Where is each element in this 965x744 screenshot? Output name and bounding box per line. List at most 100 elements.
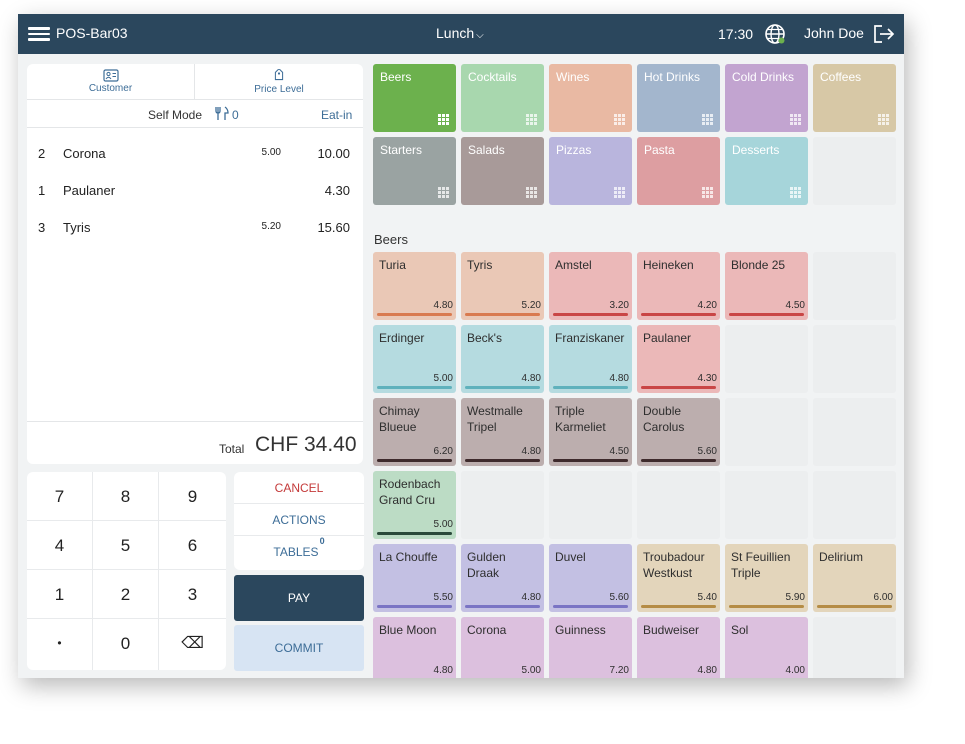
- total-label: Total: [219, 442, 245, 456]
- product-tile[interactable]: Beck's 4.80: [461, 325, 544, 393]
- customer-card-icon: [102, 69, 119, 82]
- category-tile[interactable]: Coffees: [813, 64, 896, 132]
- category-tile[interactable]: Wines: [549, 64, 632, 132]
- product-tile[interactable]: St Feuillien Triple 5.90: [725, 544, 808, 612]
- category-tile[interactable]: Pasta: [637, 137, 720, 205]
- category-tile[interactable]: Starters: [373, 137, 456, 205]
- cancel-button[interactable]: CANCEL: [234, 472, 364, 504]
- order-line[interactable]: 1 Paulaner 4.30: [27, 175, 363, 205]
- product-tile[interactable]: Erdinger 5.00: [373, 325, 456, 393]
- hamburger-menu-icon[interactable]: [28, 24, 50, 44]
- chevron-down-icon: ⌵: [476, 30, 484, 41]
- product-name: Erdinger: [379, 331, 425, 345]
- category-tile[interactable]: Beers: [373, 64, 456, 132]
- customer-button[interactable]: Customer: [27, 64, 195, 100]
- category-label: Coffees: [820, 70, 862, 84]
- backspace-key[interactable]: ⌫: [181, 635, 204, 652]
- product-color-bar: [377, 532, 452, 535]
- product-price: 4.00: [785, 665, 805, 676]
- product-tile[interactable]: Chimay Blueue 6.20: [373, 398, 456, 466]
- category-tile[interactable]: Pizzas: [549, 137, 632, 205]
- product-tile[interactable]: Duvel 5.60: [549, 544, 632, 612]
- category-tile[interactable]: Hot Drinks: [637, 64, 720, 132]
- key-decimal[interactable]: •: [27, 619, 93, 670]
- product-tile[interactable]: Paulaner 4.30: [637, 325, 720, 393]
- product-tile[interactable]: Guinness 7.20: [549, 617, 632, 678]
- product-tile[interactable]: Double Carolus 5.60: [637, 398, 720, 466]
- action-panel: CANCEL ACTIONS TABLES0: [234, 472, 364, 570]
- price-tag-icon: [274, 69, 284, 81]
- user-name[interactable]: John Doe: [804, 25, 864, 41]
- product-color-bar: [641, 386, 716, 389]
- empty-slot: [813, 617, 896, 678]
- category-tile[interactable]: Cocktails: [461, 64, 544, 132]
- key-0[interactable]: 0: [93, 619, 159, 670]
- product-name: Tyris: [467, 258, 493, 272]
- product-tile[interactable]: Turia 4.80: [373, 252, 456, 320]
- pay-button[interactable]: PAY: [234, 575, 364, 621]
- meal-period-label: Lunch: [436, 25, 475, 41]
- product-price: 4.80: [521, 446, 541, 457]
- product-price: 7.20: [609, 665, 629, 676]
- key-6[interactable]: 6: [159, 521, 226, 570]
- product-tile[interactable]: Triple Karmeliet 4.50: [549, 398, 632, 466]
- meal-period-dropdown[interactable]: Lunch ⌵: [436, 25, 484, 41]
- key-1[interactable]: 1: [27, 570, 93, 619]
- category-label: Hot Drinks: [644, 70, 701, 84]
- key-4[interactable]: 4: [27, 521, 93, 570]
- category-label: Beers: [380, 70, 412, 84]
- product-color-bar: [465, 386, 540, 389]
- key-5[interactable]: 5: [93, 521, 159, 570]
- product-tile[interactable]: Corona 5.00: [461, 617, 544, 678]
- product-price: 4.50: [785, 300, 805, 311]
- key-9[interactable]: 9: [159, 472, 226, 521]
- tables-badge: 0: [319, 536, 325, 546]
- product-price: 4.80: [521, 373, 541, 384]
- product-price: 5.60: [697, 446, 717, 457]
- product-name: St Feuillien Triple: [731, 550, 791, 580]
- product-name: Delirium: [819, 550, 864, 564]
- product-tile[interactable]: Budweiser 4.80: [637, 617, 720, 678]
- key-2[interactable]: 2: [93, 570, 159, 619]
- product-tile[interactable]: Westmalle Tripel 4.80: [461, 398, 544, 466]
- product-price: 4.80: [433, 300, 453, 311]
- tables-button[interactable]: TABLES0: [234, 536, 364, 568]
- product-tile[interactable]: Sol 4.00: [725, 617, 808, 678]
- product-tile[interactable]: Blonde 25 4.50: [725, 252, 808, 320]
- product-tile[interactable]: Franziskaner 4.80: [549, 325, 632, 393]
- product-tile[interactable]: Tyris 5.20: [461, 252, 544, 320]
- price-level-button[interactable]: Price Level: [195, 64, 363, 100]
- category-label: Pizzas: [556, 143, 592, 157]
- product-tile[interactable]: Gulden Draak 4.80: [461, 544, 544, 612]
- category-label: Salads: [468, 143, 505, 157]
- order-line[interactable]: 2 Corona 5.00 10.00: [27, 138, 363, 168]
- product-tile[interactable]: Troubadour Westkust 5.40: [637, 544, 720, 612]
- cutlery-icon[interactable]: [214, 106, 230, 121]
- globe-icon[interactable]: [764, 23, 786, 45]
- key-7[interactable]: 7: [27, 472, 93, 521]
- product-tile[interactable]: Heineken 4.20: [637, 252, 720, 320]
- product-tile[interactable]: Blue Moon 4.80: [373, 617, 456, 678]
- product-name: Paulaner: [643, 331, 692, 345]
- commit-button[interactable]: COMMIT: [234, 625, 364, 671]
- category-tile[interactable]: Cold Drinks: [725, 64, 808, 132]
- line-total: 10.00: [317, 146, 350, 161]
- product-color-bar: [729, 605, 804, 608]
- product-color-bar: [553, 386, 628, 389]
- product-color-bar: [377, 386, 452, 389]
- product-tile[interactable]: La Chouffe 5.50: [373, 544, 456, 612]
- product-tile[interactable]: Rodenbach Grand Cru 5.00: [373, 471, 456, 539]
- category-label: Desserts: [732, 143, 780, 157]
- product-tile[interactable]: Amstel 3.20: [549, 252, 632, 320]
- order-line[interactable]: 3 Tyris 5.20 15.60: [27, 212, 363, 242]
- product-tile[interactable]: Delirium 6.00: [813, 544, 896, 612]
- category-tile[interactable]: Salads: [461, 137, 544, 205]
- category-tile[interactable]: Desserts: [725, 137, 808, 205]
- key-3[interactable]: 3: [159, 570, 226, 619]
- dining-mode-toggle[interactable]: Eat-in: [321, 108, 353, 122]
- product-area: Beers Cocktails Wines Hot Drinks Cold Drinks…: [371, 62, 904, 678]
- logout-icon[interactable]: [873, 24, 895, 44]
- actions-button[interactable]: ACTIONS: [234, 504, 364, 536]
- product-price: 6.20: [433, 446, 453, 457]
- key-8[interactable]: 8: [93, 472, 159, 521]
